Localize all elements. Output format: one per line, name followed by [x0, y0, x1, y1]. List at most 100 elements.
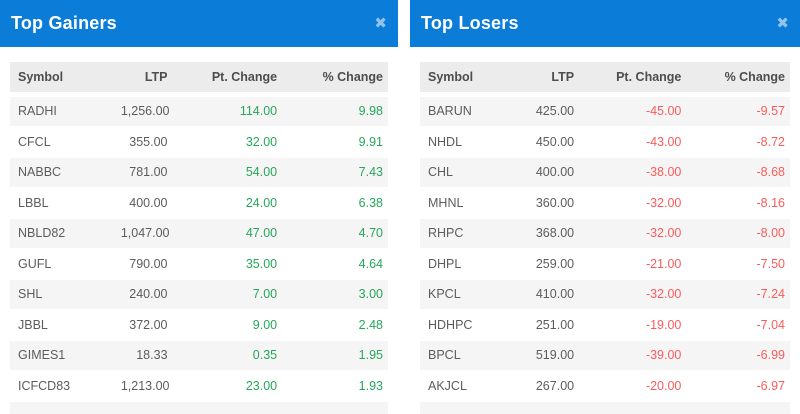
pct-change-cell: -8.16 — [686, 186, 790, 218]
pt-change-cell: 54.00 — [172, 156, 283, 187]
ltp-cell: 368.00 — [523, 217, 580, 248]
symbol-cell: GUFL — [10, 247, 116, 279]
pct-change-cell: -7.50 — [686, 247, 790, 279]
ltp-cell: 360.00 — [523, 186, 580, 218]
pct-change-cell: 1.93 — [282, 369, 388, 401]
table-row: JBBL 372.00 9.00 2.48 — [10, 308, 388, 340]
ltp-cell: 240.00 — [115, 278, 173, 309]
symbol-cell: NABBC — [10, 156, 116, 187]
pt-change-cell: 7.00 — [172, 278, 283, 309]
pt-change-cell: 23.00 — [172, 369, 283, 401]
ltp-cell: 1,256.00 — [115, 92, 173, 126]
ltp-cell: 267.00 — [523, 369, 580, 401]
pt-change-cell: -32.00 — [579, 217, 687, 248]
losers-table: Symbol LTP Pt. Change % Change BARUN 425.… — [420, 62, 790, 414]
table-row: NBLD82 1,047.00 47.00 4.70 — [10, 217, 388, 248]
pt-change-cell: 24.00 — [172, 186, 283, 218]
pt-change-cell: 32.00 — [172, 125, 283, 157]
table-header-row: Symbol LTP Pt. Change % Change — [10, 62, 388, 92]
pt-change-cell: -32.00 — [579, 278, 687, 309]
pct-change-cell: -6.97 — [686, 369, 790, 401]
pct-change-cell: 9.91 — [282, 125, 388, 157]
symbol-cell: NBLD82 — [10, 217, 116, 248]
symbol-cell: RHPC — [420, 217, 524, 248]
ltp-cell: 1,047.00 — [115, 217, 173, 248]
table-row: CHL 400.00 -38.00 -8.68 — [420, 156, 790, 187]
pct-change-cell: 1.95 — [282, 339, 388, 370]
pct-change-cell: 4.70 — [282, 217, 388, 248]
table-row: NHDL 450.00 -43.00 -8.72 — [420, 125, 790, 157]
pct-change-cell: -9.57 — [686, 92, 790, 126]
panel-body: Symbol LTP Pt. Change % Change RADHI 1,25… — [0, 47, 398, 414]
pt-change-cell: 114.00 — [172, 92, 283, 126]
pct-change-cell: -8.68 — [686, 156, 790, 187]
symbol-cell: ICFCD83 — [10, 369, 116, 401]
column-header-pt-change: Pt. Change — [579, 62, 687, 92]
pct-change-cell: -6.99 — [686, 339, 790, 370]
table-row: KPCL 410.00 -32.00 -7.24 — [420, 278, 790, 309]
symbol-cell: AKJCL — [420, 369, 524, 401]
pct-change-cell: 3.00 — [282, 278, 388, 309]
panel-title: Top Losers — [421, 13, 519, 33]
symbol-cell: SHL — [10, 278, 116, 309]
symbol-cell: BPCL — [420, 339, 524, 370]
column-header-ltp: LTP — [523, 62, 580, 92]
ltp-cell: 1,213.00 — [115, 369, 173, 401]
ltp-cell: 781.00 — [115, 156, 173, 187]
table-row: BPCL 519.00 -39.00 -6.99 — [420, 339, 790, 370]
table-row: GUFL 790.00 35.00 4.64 — [10, 247, 388, 279]
close-icon[interactable]: ✖ — [374, 14, 387, 32]
table-header-row: Symbol LTP Pt. Change % Change — [420, 62, 790, 92]
pt-change-cell: -32.00 — [579, 186, 687, 218]
table-row: RHPC 368.00 -32.00 -8.00 — [420, 217, 790, 248]
symbol-cell: CHL — [420, 156, 524, 187]
symbol-cell: KPCL — [420, 278, 524, 309]
pt-change-cell: 47.00 — [172, 217, 283, 248]
table-row: RADHI 1,256.00 114.00 9.98 — [10, 92, 388, 126]
pct-change-cell: 9.98 — [282, 92, 388, 126]
column-header-symbol: Symbol — [10, 62, 116, 92]
pt-change-cell: -39.00 — [579, 339, 687, 370]
column-header-pct-change: % Change — [686, 62, 790, 92]
table-row: ICFCD83 1,213.00 23.00 1.93 — [10, 369, 388, 401]
top-gainers-panel: Top Gainers ✖ Symbol LTP Pt. Change % Ch… — [0, 0, 398, 414]
table-row: DHPL 259.00 -21.00 -7.50 — [420, 247, 790, 279]
pct-change-cell: 2.48 — [282, 308, 388, 340]
symbol-cell: LBBL — [10, 186, 116, 218]
table-row: AKJCL 267.00 -20.00 -6.97 — [420, 369, 790, 401]
pt-change-cell: 9.00 — [172, 308, 283, 340]
ltp-cell: 18.33 — [115, 339, 173, 370]
symbol-cell: RADHI — [10, 92, 116, 126]
pt-change-cell: -21.00 — [579, 247, 687, 279]
ltp-cell: 519.00 — [523, 339, 580, 370]
pct-change-cell: 6.38 — [282, 186, 388, 218]
symbol-cell: HDHPC — [420, 308, 524, 340]
pct-change-cell: 4.64 — [282, 247, 388, 279]
pt-change-cell: 35.00 — [172, 247, 283, 279]
table-row: BARUN 425.00 -45.00 -9.57 — [420, 92, 790, 126]
close-icon[interactable]: ✖ — [776, 14, 789, 32]
table-row: LBBL 400.00 24.00 6.38 — [10, 186, 388, 218]
pt-change-cell: -45.00 — [579, 92, 687, 126]
table-row: HDHPC 251.00 -19.00 -7.04 — [420, 308, 790, 340]
table-row: GIMES1 18.33 0.35 1.95 — [10, 339, 388, 370]
pct-change-cell: -8.72 — [686, 125, 790, 157]
pct-change-cell: -7.24 — [686, 278, 790, 309]
column-header-pt-change: Pt. Change — [172, 62, 283, 92]
symbol-cell: JBBL — [10, 308, 116, 340]
top-losers-panel: Top Losers ✖ Symbol LTP Pt. Change % Cha… — [410, 0, 800, 414]
ltp-cell: 790.00 — [115, 247, 173, 279]
pct-change-cell: -8.00 — [686, 217, 790, 248]
gainers-rows: RADHI 1,256.00 114.00 9.98 CFCL 355.00 32.00 9.… — [10, 92, 388, 414]
pt-change-cell: -20.00 — [579, 369, 687, 401]
ltp-cell: 400.00 — [523, 156, 580, 187]
symbol-cell: CFCL — [10, 125, 116, 157]
pct-change-cell: -7.04 — [686, 308, 790, 340]
ltp-cell: 259.00 — [523, 247, 580, 279]
ltp-cell: 400.00 — [115, 186, 173, 218]
column-header-ltp: LTP — [115, 62, 173, 92]
pt-change-cell: -43.00 — [579, 125, 687, 157]
panel-header: Top Gainers ✖ — [0, 0, 398, 47]
ltp-cell: 425.00 — [523, 92, 580, 126]
symbol-cell: GIMES1 — [10, 339, 116, 370]
